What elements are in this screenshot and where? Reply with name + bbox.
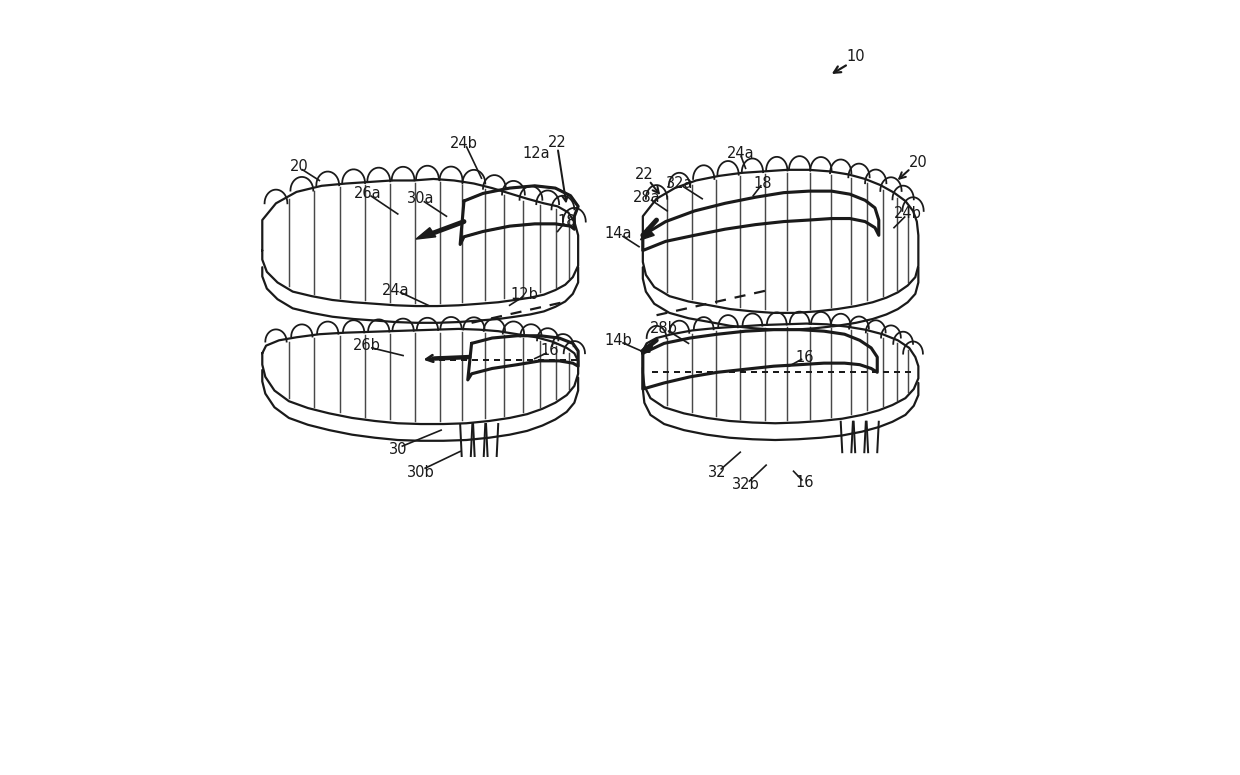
Text: 28a: 28a bbox=[632, 190, 661, 205]
Text: 16: 16 bbox=[795, 350, 813, 364]
Text: 18: 18 bbox=[754, 176, 773, 191]
Text: 22: 22 bbox=[548, 135, 567, 150]
Text: 32a: 32a bbox=[666, 176, 693, 191]
Text: 32b: 32b bbox=[732, 477, 759, 492]
Text: 24a: 24a bbox=[382, 283, 409, 298]
Text: 24a: 24a bbox=[727, 146, 754, 160]
Text: 14a: 14a bbox=[605, 226, 632, 241]
Text: 16: 16 bbox=[541, 343, 559, 359]
Text: 28b: 28b bbox=[650, 321, 678, 336]
Text: 26b: 26b bbox=[353, 338, 381, 353]
Polygon shape bbox=[417, 228, 435, 239]
Text: 12b: 12b bbox=[511, 288, 539, 302]
Text: 16: 16 bbox=[795, 475, 813, 490]
Text: 32: 32 bbox=[708, 465, 727, 480]
Text: 26a: 26a bbox=[353, 186, 381, 201]
Text: 10: 10 bbox=[847, 49, 866, 64]
Text: 20: 20 bbox=[909, 156, 928, 170]
Text: 20: 20 bbox=[289, 160, 309, 174]
Text: 22: 22 bbox=[635, 167, 653, 182]
Polygon shape bbox=[641, 228, 655, 239]
Text: 24b: 24b bbox=[450, 136, 477, 151]
Text: 18: 18 bbox=[558, 214, 575, 229]
Text: 14b: 14b bbox=[605, 332, 632, 348]
Text: 30a: 30a bbox=[407, 191, 434, 206]
Text: 30: 30 bbox=[388, 443, 407, 457]
Text: 30b: 30b bbox=[407, 465, 434, 480]
Text: 12a: 12a bbox=[522, 146, 551, 160]
Text: 24b: 24b bbox=[894, 206, 921, 222]
